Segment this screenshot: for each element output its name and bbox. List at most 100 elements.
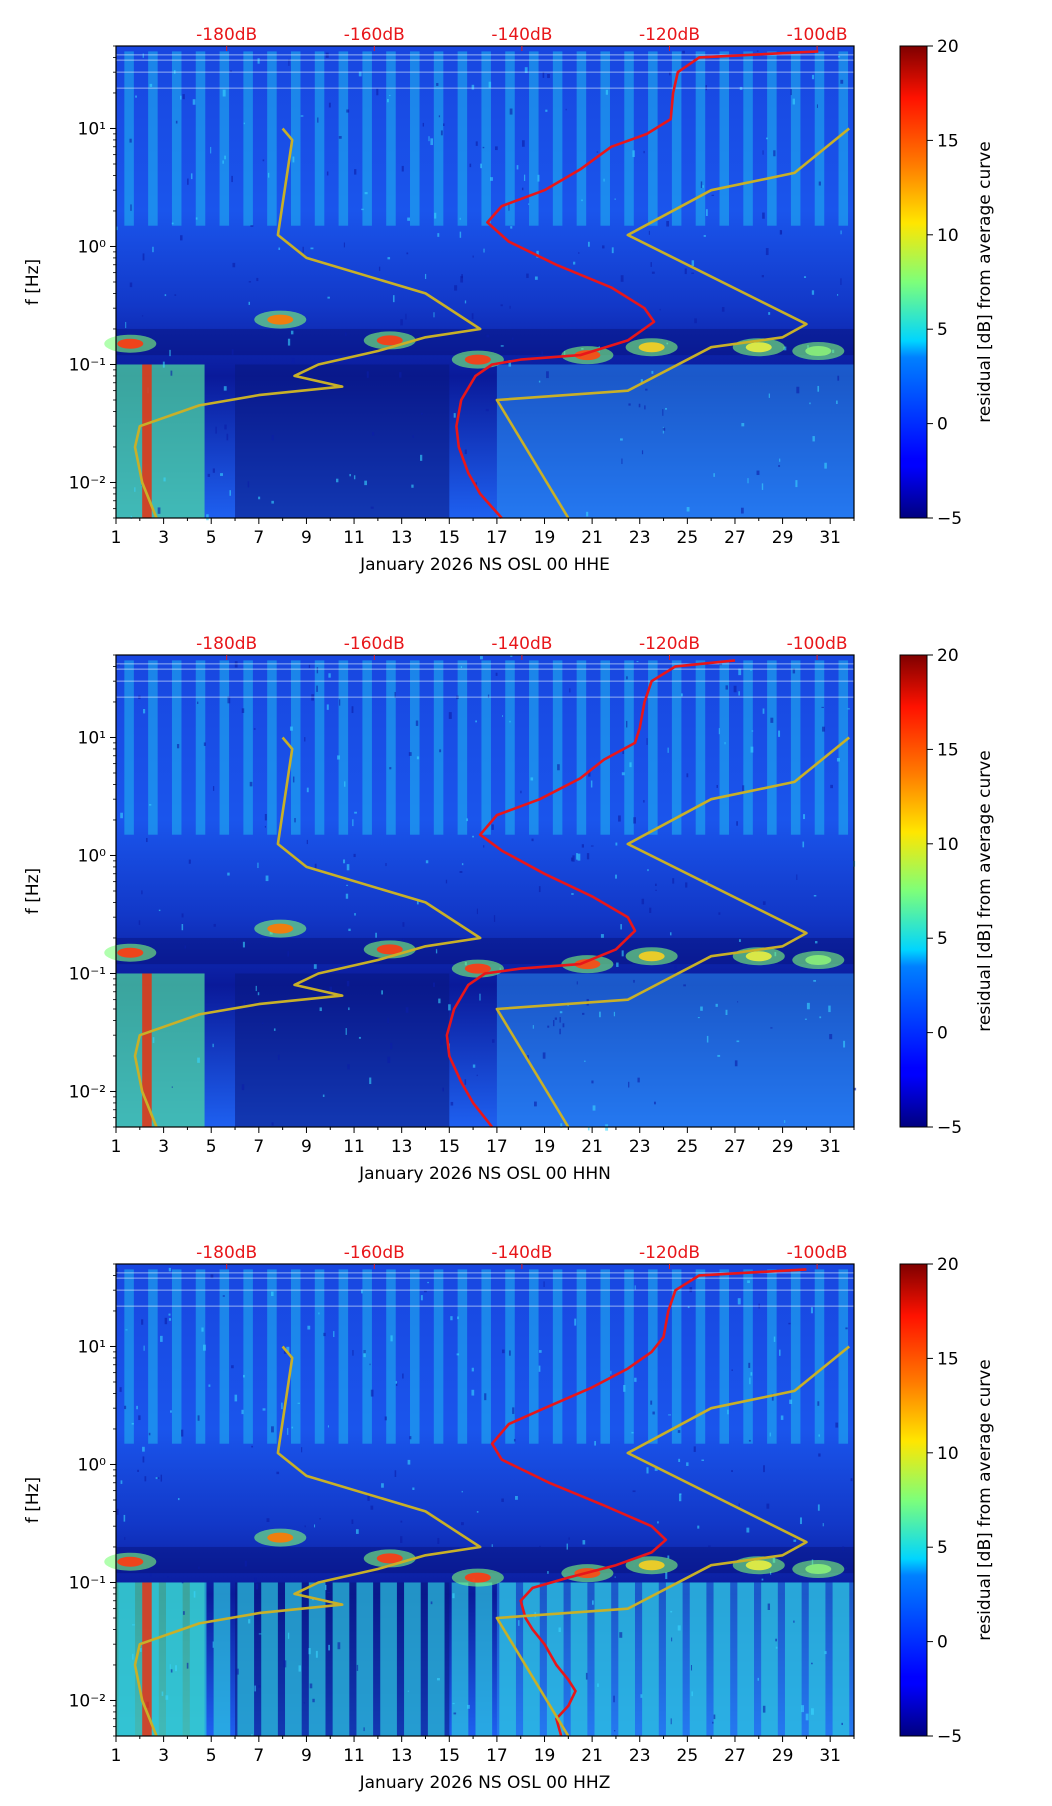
noise-speck [796,386,800,394]
noise-speck [255,1583,259,1590]
noise-speck [766,1503,770,1509]
noise-speck [750,746,754,753]
noise-speck [355,1529,359,1534]
noise-speck [792,98,796,105]
daily-stripe-low [189,1582,207,1736]
event-column [142,364,152,518]
noise-speck [828,1005,831,1013]
noise-speck [257,992,260,996]
noise-speck [718,912,721,915]
y-axis-label: f [Hz] [23,868,43,914]
top-db-label: -140dB [491,634,552,654]
noise-speck [453,1712,457,1715]
x-tick-label: 23 [629,528,651,548]
noise-speck [119,1387,122,1392]
noise-speck [476,908,478,915]
x-tick-label: 27 [724,528,746,548]
noise-speck [231,175,233,183]
noise-speck [367,1494,370,1501]
noise-speck [181,1429,184,1437]
daily-stripe-low [308,1582,326,1736]
daily-stripe [124,1269,134,1444]
noise-speck [212,786,215,791]
noise-speck [170,370,173,376]
noise-speck [169,349,171,357]
noise-speck [586,511,589,517]
noise-speck [344,781,346,787]
noise-speck [445,879,448,884]
noise-speck [338,136,342,139]
colorbar-tick-label: 10 [937,1444,959,1464]
noise-speck [142,1456,145,1463]
noise-speck [581,844,584,848]
noise-speck [577,853,581,861]
noise-speck [483,845,485,848]
noise-speck [304,737,306,742]
daily-stripe-low [118,1582,136,1736]
daily-stripe [195,660,206,835]
y-tick-label: 10⁰ [78,1455,107,1475]
noise-speck [243,999,245,1006]
noise-speck [366,371,369,378]
daily-stripe [243,1269,253,1444]
noise-speck [254,1577,257,1584]
noise-speck [500,345,504,347]
daily-stripe [505,1269,515,1444]
noise-speck [542,71,545,78]
noise-speck [278,247,281,250]
noise-speck [125,1329,128,1331]
noise-speck [442,123,445,127]
noise-speck [508,204,510,211]
noise-speck [466,818,469,822]
noise-speck [192,99,196,105]
noise-speck [227,696,231,704]
daily-stripe-low [737,1582,755,1736]
noise-speck [657,1521,659,1524]
noise-speck [170,1410,172,1413]
noise-speck [562,1023,565,1028]
noise-speck [603,178,605,182]
daily-stripe [838,51,849,226]
noise-speck [257,862,259,869]
noise-speck [160,1474,163,1482]
noise-speck [631,1431,634,1434]
noise-speck [264,825,267,828]
heatmap [104,655,857,1131]
noise-speck [141,315,144,317]
top-db-label: -100dB [787,25,848,45]
noise-speck [742,785,745,792]
noise-speck [422,122,425,127]
noise-speck [116,1508,119,1515]
noise-speck [571,893,574,895]
daily-stripe [433,1269,444,1444]
noise-speck [254,1685,256,1692]
noise-speck [537,174,540,182]
colorbar-tick-label: 15 [937,1349,959,1369]
noise-speck [448,712,452,719]
daily-stripe [743,1269,753,1444]
colorbar-tick-label: −5 [937,1118,962,1138]
daily-stripe [529,660,539,835]
noise-speck [440,130,443,136]
noise-speck [805,1713,809,1721]
noise-speck [553,1020,555,1027]
microseism-blob [745,951,772,962]
noise-speck [352,1350,354,1356]
noise-speck [669,72,671,76]
noise-speck [484,1393,487,1401]
daily-stripe [338,660,349,835]
noise-speck [633,979,635,983]
noise-speck [812,436,815,442]
daily-stripe [219,660,230,835]
daily-stripe [552,660,563,835]
noise-speck [616,962,619,967]
noise-speck [816,104,819,108]
y-tick-label: 10⁻¹ [69,355,106,375]
noise-speck [809,402,811,405]
noise-speck [634,1285,636,1290]
noise-speck [605,89,608,95]
low-noise-model [495,1345,851,1737]
colorbar-tick-label: 5 [937,929,948,949]
noise-speck [666,221,670,227]
noise-speck [731,1470,733,1473]
